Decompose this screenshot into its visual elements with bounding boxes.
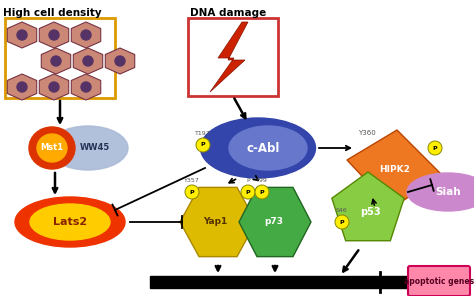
Circle shape xyxy=(51,56,61,66)
Polygon shape xyxy=(41,48,71,74)
Text: Lats2: Lats2 xyxy=(53,217,87,227)
Ellipse shape xyxy=(37,134,67,162)
Text: P: P xyxy=(190,189,194,194)
Text: c-Abl: c-Abl xyxy=(246,141,280,155)
Polygon shape xyxy=(210,22,248,92)
Polygon shape xyxy=(71,22,100,48)
Polygon shape xyxy=(73,48,103,74)
Circle shape xyxy=(335,215,349,229)
Text: DNA damage: DNA damage xyxy=(190,8,266,18)
Circle shape xyxy=(255,185,269,199)
Circle shape xyxy=(115,56,125,66)
Text: apoptotic genes: apoptotic genes xyxy=(404,276,474,286)
Polygon shape xyxy=(71,74,100,100)
Ellipse shape xyxy=(201,118,316,178)
Text: Y357: Y357 xyxy=(184,178,200,183)
Circle shape xyxy=(17,30,27,40)
Text: High cell density: High cell density xyxy=(3,8,101,18)
Polygon shape xyxy=(180,187,256,257)
Circle shape xyxy=(49,82,59,92)
Ellipse shape xyxy=(407,173,474,211)
Text: P: P xyxy=(260,189,264,194)
Circle shape xyxy=(81,30,91,40)
Text: P: P xyxy=(340,220,344,224)
Circle shape xyxy=(196,138,210,152)
Ellipse shape xyxy=(15,197,125,247)
Bar xyxy=(150,276,420,288)
Circle shape xyxy=(428,141,442,155)
Text: HIPK2: HIPK2 xyxy=(380,165,410,175)
Text: p53: p53 xyxy=(360,207,380,217)
Polygon shape xyxy=(332,172,404,241)
Polygon shape xyxy=(347,130,442,208)
Circle shape xyxy=(185,185,199,199)
Text: p73: p73 xyxy=(264,218,283,226)
Polygon shape xyxy=(7,74,36,100)
Circle shape xyxy=(241,185,255,199)
Ellipse shape xyxy=(30,204,110,240)
FancyBboxPatch shape xyxy=(408,266,470,296)
Polygon shape xyxy=(105,48,135,74)
Circle shape xyxy=(81,82,91,92)
Bar xyxy=(188,18,278,96)
Text: WW45: WW45 xyxy=(80,144,110,152)
Circle shape xyxy=(17,82,27,92)
Text: S46: S46 xyxy=(336,208,348,213)
Text: P: P xyxy=(201,142,205,147)
Ellipse shape xyxy=(48,126,128,170)
Circle shape xyxy=(49,30,59,40)
Ellipse shape xyxy=(29,127,75,169)
Text: Mst1: Mst1 xyxy=(40,144,64,152)
Text: P: P xyxy=(246,178,250,183)
Polygon shape xyxy=(7,22,36,48)
Ellipse shape xyxy=(229,126,307,170)
Text: Siah: Siah xyxy=(435,187,461,197)
Circle shape xyxy=(83,56,93,66)
Text: Y99: Y99 xyxy=(256,178,268,183)
Text: T197: T197 xyxy=(195,131,211,136)
Polygon shape xyxy=(39,22,69,48)
Text: Y360: Y360 xyxy=(358,130,376,136)
Polygon shape xyxy=(39,74,69,100)
Polygon shape xyxy=(239,187,311,257)
Text: Yap1: Yap1 xyxy=(203,218,227,226)
Text: P: P xyxy=(433,146,438,150)
Text: P: P xyxy=(246,189,250,194)
Bar xyxy=(5,18,115,98)
